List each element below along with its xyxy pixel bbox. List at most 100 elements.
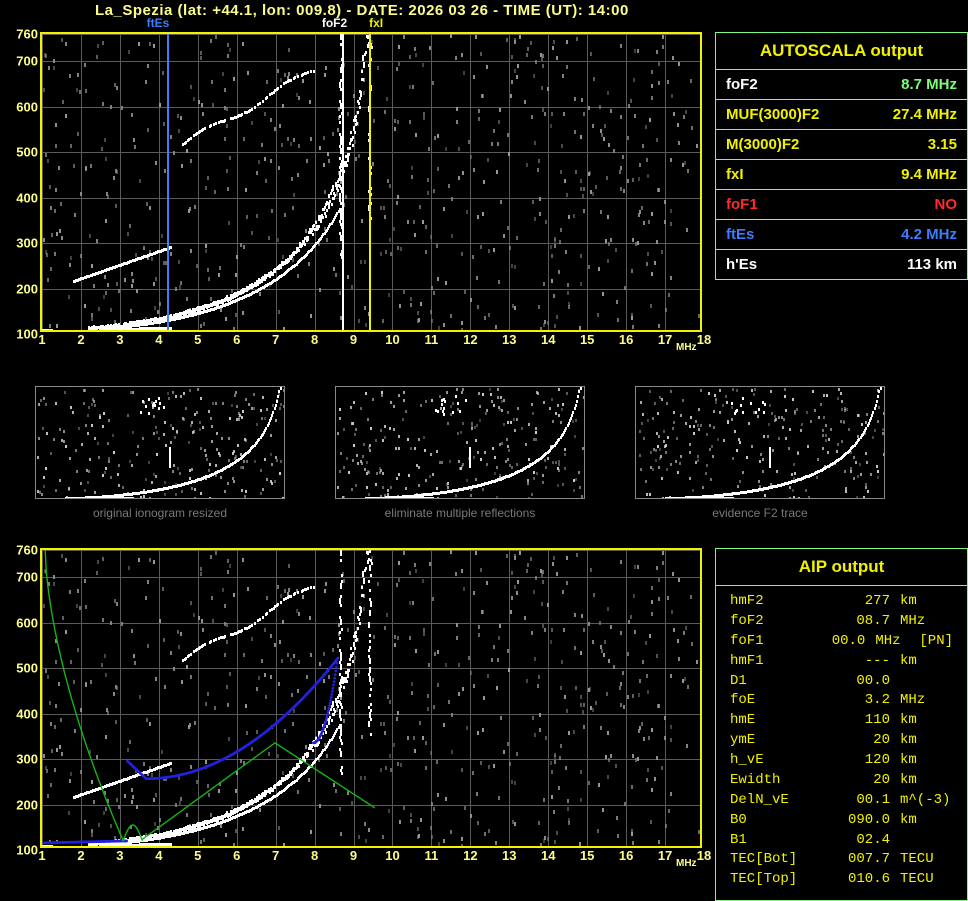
aip-label-0: hmF2: [730, 592, 815, 612]
aip-extra-1: [945, 612, 951, 632]
autoscala-value-0: 8.7 MHz: [836, 70, 967, 99]
aip-row-tec-bot-: TEC[Bot] 007.7 TECU: [730, 850, 953, 870]
thumbnail-caption-1: original ionogram resized: [35, 506, 285, 520]
autoscala-value-6: 113 km: [836, 250, 967, 279]
x-axis-tick-8: 8: [311, 848, 318, 863]
aip-row-foe: foE 3.2 MHz: [730, 691, 953, 711]
aip-extra-0: [945, 592, 951, 612]
x-axis-tick-14: 14: [541, 848, 555, 863]
x-axis-tick-2: 2: [77, 332, 84, 347]
aip-output-table: AIP output hmF2 277 km foF2 08.7 MHz foF1 00.0 M…: [715, 548, 968, 901]
y-axis-tick-200: 200: [16, 281, 38, 296]
aip-row-yme: ymE 20 km: [730, 731, 953, 751]
y-axis-tick-400: 400: [16, 190, 38, 205]
aip-label-12: B1: [730, 831, 815, 851]
x-axis-tick-2: 2: [77, 848, 84, 863]
aip-unit-2: MHz: [865, 632, 913, 652]
autoscala-row-fof1: foF1 NO: [716, 190, 967, 220]
aip-row-tec-top-: TEC[Top] 010.6 TECU: [730, 870, 953, 890]
aip-unit-13: TECU: [890, 850, 945, 870]
aip-value-1: 08.7: [815, 612, 890, 632]
aip-row-deln-ve: DelN_vE 00.1 m^(-3): [730, 791, 953, 811]
autoscala-label-1: MUF(3000)F2: [716, 100, 836, 129]
autoscala-row-m-3000-f2: M(3000)F2 3.15: [716, 130, 967, 160]
x-axis-tick-6: 6: [233, 332, 240, 347]
x-axis-tick-11: 11: [425, 332, 439, 347]
x-axis-tick-9: 9: [350, 848, 357, 863]
x-axis-tick-3: 3: [116, 332, 123, 347]
autoscala-value-1: 27.4 MHz: [836, 100, 967, 129]
aip-value-4: 00.0: [815, 672, 890, 692]
autoscala-label-0: foF2: [716, 70, 836, 99]
aip-row-hmf2: hmF2 277 km: [730, 592, 953, 612]
aip-extra-5: [945, 691, 951, 711]
autoscala-output-table: AUTOSCALA output foF2 8.7 MHz MUF(3000)F2 2…: [715, 32, 968, 280]
x-axis-tick-1: 1: [38, 332, 45, 347]
x-axis-tick-15: 15: [580, 332, 594, 347]
aip-unit-10: m^(-3): [890, 791, 945, 811]
aip-label-9: Ewidth: [730, 771, 815, 791]
y-axis-tick-400: 400: [16, 706, 38, 721]
aip-extra-2: [PN]: [913, 632, 953, 652]
autoscala-row-fxi: fxI 9.4 MHz: [716, 160, 967, 190]
aip-label-2: foF1: [730, 632, 802, 652]
y-axis-tick-300: 300: [16, 752, 38, 767]
aip-extra-12: [945, 831, 951, 851]
autoscala-value-2: 3.15: [836, 130, 967, 159]
aip-unit-5: MHz: [890, 691, 945, 711]
thumbnail-original-ionogram[interactable]: original ionogram resized: [35, 386, 285, 520]
aip-unit-9: km: [890, 771, 945, 791]
x-axis-tick-14: 14: [541, 332, 555, 347]
y-axis-tick-100: 100: [16, 843, 38, 858]
y-axis-tick-700: 700: [16, 570, 38, 585]
aip-value-11: 090.0: [815, 811, 890, 831]
thumbnail-eliminate-reflections[interactable]: eliminate multiple reflections: [335, 386, 585, 520]
aip-value-6: 110: [815, 711, 890, 731]
thumbnail-caption-3: evidence F2 trace: [635, 506, 885, 520]
aip-extra-9: [945, 771, 951, 791]
aip-value-5: 3.2: [815, 691, 890, 711]
autoscala-row-h-es: h'Es 113 km: [716, 250, 967, 279]
aip-row-b1: B1 02.4: [730, 831, 953, 851]
aip-value-3: ---: [815, 652, 890, 672]
aip-unit-6: km: [890, 711, 945, 731]
y-axis-tick-200: 200: [16, 797, 38, 812]
autoscala-row-muf-3000-f2: MUF(3000)F2 27.4 MHz: [716, 100, 967, 130]
autoscala-label-6: h'Es: [716, 250, 836, 279]
thumbnail-evidence-f2-trace[interactable]: evidence F2 trace: [635, 386, 885, 520]
y-axis-tick-500: 500: [16, 145, 38, 160]
aip-row-ewidth: Ewidth 20 km: [730, 771, 953, 791]
autoscala-value-3: 9.4 MHz: [836, 160, 967, 189]
marker-label-ftEs: ftEs: [147, 16, 170, 30]
aip-label-6: hmE: [730, 711, 815, 731]
x-axis-tick-7: 7: [272, 848, 279, 863]
x-axis-tick-3: 3: [116, 848, 123, 863]
x-axis-tick-10: 10: [385, 848, 399, 863]
ionogram-chart-bottom[interactable]: km 7607006005004003002001001234567891011…: [40, 548, 702, 848]
autoscala-label-3: fxI: [716, 160, 836, 189]
page-title: La_Spezia (lat: +44.1, lon: 009.8) - DAT…: [95, 2, 629, 19]
y-axis-tick-600: 600: [16, 99, 38, 114]
marker-line-fxI: [369, 34, 371, 330]
x-axis-tick-16: 16: [619, 848, 633, 863]
ionogram-chart-top[interactable]: km 7607006005004003002001001234567891011…: [40, 32, 702, 332]
aip-unit-8: km: [890, 751, 945, 771]
aip-unit-1: MHz: [890, 612, 945, 632]
marker-line-ftEs: [167, 34, 169, 330]
marker-label-foF2: foF2: [322, 16, 347, 30]
y-axis-tick-100: 100: [16, 327, 38, 342]
aip-label-1: foF2: [730, 612, 815, 632]
x-axis-tick-1: 1: [38, 848, 45, 863]
y-axis-tick-760: 760: [16, 543, 38, 558]
aip-extra-4: [945, 672, 951, 692]
aip-value-0: 277: [815, 592, 890, 612]
aip-label-5: foE: [730, 691, 815, 711]
aip-unit-0: km: [890, 592, 945, 612]
aip-extra-6: [945, 711, 951, 731]
aip-label-8: h_vE: [730, 751, 815, 771]
autoscala-row-fof2: foF2 8.7 MHz: [716, 70, 967, 100]
aip-extra-8: [945, 751, 951, 771]
aip-extra-10: [945, 791, 951, 811]
x-axis-tick-13: 13: [502, 848, 516, 863]
aip-label-7: ymE: [730, 731, 815, 751]
